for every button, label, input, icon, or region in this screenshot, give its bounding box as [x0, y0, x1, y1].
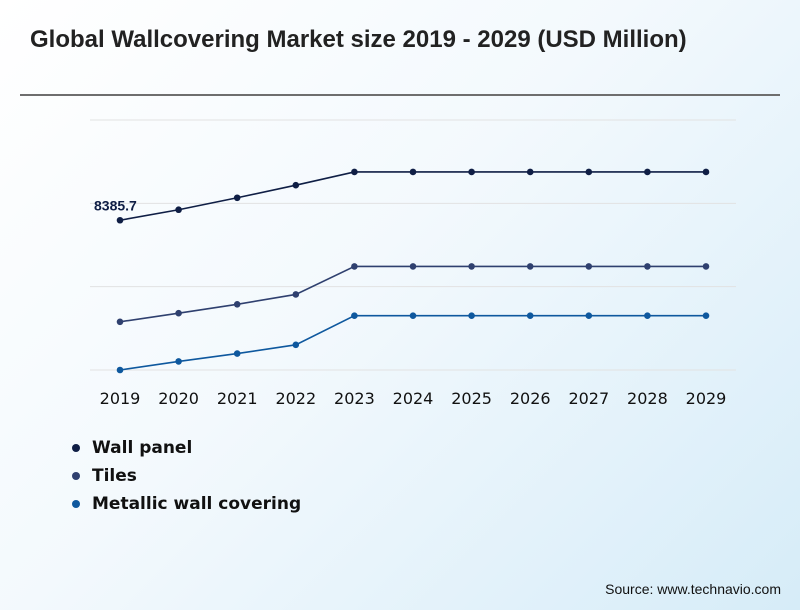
data-point-wall-panel — [292, 181, 300, 189]
series-line-wall-panel — [119, 171, 706, 222]
x-tick-label: 2024 — [393, 389, 434, 408]
data-point-tiles — [409, 263, 417, 270]
legend-marker — [72, 444, 80, 452]
data-point-tiles — [702, 263, 710, 270]
x-tick-label: 2021 — [217, 389, 258, 408]
data-labels: 8385.7 — [94, 197, 137, 213]
source-note: Source: www.technavio.com — [605, 581, 781, 597]
x-tick-label: 2020 — [158, 389, 199, 408]
data-point-wall-panel — [585, 168, 593, 176]
legend-marker — [72, 500, 80, 508]
data-point-tiles — [526, 263, 534, 270]
data-point-metallic-wall-covering — [702, 312, 710, 320]
x-tick-label: 2025 — [451, 389, 492, 408]
legend-item: Metallic wall covering — [72, 490, 301, 518]
data-point-tiles — [468, 263, 475, 270]
data-point-tiles — [233, 300, 241, 308]
data-point-metallic-wall-covering — [351, 312, 358, 320]
x-tick-label: 2019 — [100, 389, 141, 408]
data-point-tiles — [351, 263, 358, 270]
data-point-wall-panel — [702, 168, 710, 176]
data-point-wall-panel — [233, 194, 241, 202]
x-tick-label: 2023 — [334, 389, 375, 408]
data-point-tiles — [292, 291, 300, 298]
data-label: 8385.7 — [94, 197, 137, 213]
data-point-tiles — [116, 318, 124, 326]
legend: Wall panel Tiles Metallic wall covering — [72, 434, 301, 518]
data-point-metallic-wall-covering — [116, 366, 124, 374]
series-points — [116, 168, 710, 374]
x-tick-label: 2027 — [568, 389, 609, 408]
data-point-tiles — [585, 263, 593, 270]
legend-marker — [72, 472, 80, 480]
data-point-metallic-wall-covering — [175, 358, 182, 365]
data-point-tiles — [175, 309, 182, 317]
x-tick-label: 2022 — [275, 389, 316, 408]
x-axis-ticks: 2019 2020 2021 2022 2023 2024 2025 2026 2027 2028… — [100, 389, 727, 408]
data-point-metallic-wall-covering — [233, 350, 241, 357]
series-line-metallic-wall-covering — [119, 314, 706, 371]
x-tick-label: 2029 — [686, 389, 727, 408]
legend-item: Tiles — [72, 462, 301, 490]
data-point-wall-panel — [116, 216, 124, 224]
legend-item: Wall panel — [72, 434, 301, 462]
legend-label: Metallic wall covering — [92, 494, 302, 514]
line-chart: 2019 2020 2021 2022 2023 2024 2025 2026 2027 2028… — [90, 119, 736, 408]
data-point-metallic-wall-covering — [526, 312, 534, 320]
data-point-wall-panel — [526, 168, 534, 176]
data-point-wall-panel — [351, 168, 358, 176]
data-point-wall-panel — [409, 168, 417, 176]
gridlines — [90, 119, 736, 371]
x-tick-label: 2026 — [510, 389, 551, 408]
data-point-wall-panel — [644, 168, 651, 176]
x-tick-label: 2028 — [627, 389, 668, 408]
title-divider — [20, 94, 780, 96]
data-point-wall-panel — [175, 206, 182, 214]
data-point-metallic-wall-covering — [644, 312, 651, 320]
series-lines — [119, 171, 706, 371]
legend-label: Wall panel — [92, 438, 193, 458]
data-point-metallic-wall-covering — [409, 312, 417, 320]
data-point-wall-panel — [468, 168, 475, 176]
data-point-metallic-wall-covering — [585, 312, 593, 320]
data-point-tiles — [644, 263, 651, 270]
data-point-metallic-wall-covering — [292, 341, 300, 349]
data-point-metallic-wall-covering — [468, 312, 475, 320]
chart-title: Global Wallcovering Market size 2019 - 2… — [30, 26, 687, 53]
legend-label: Tiles — [92, 466, 137, 486]
